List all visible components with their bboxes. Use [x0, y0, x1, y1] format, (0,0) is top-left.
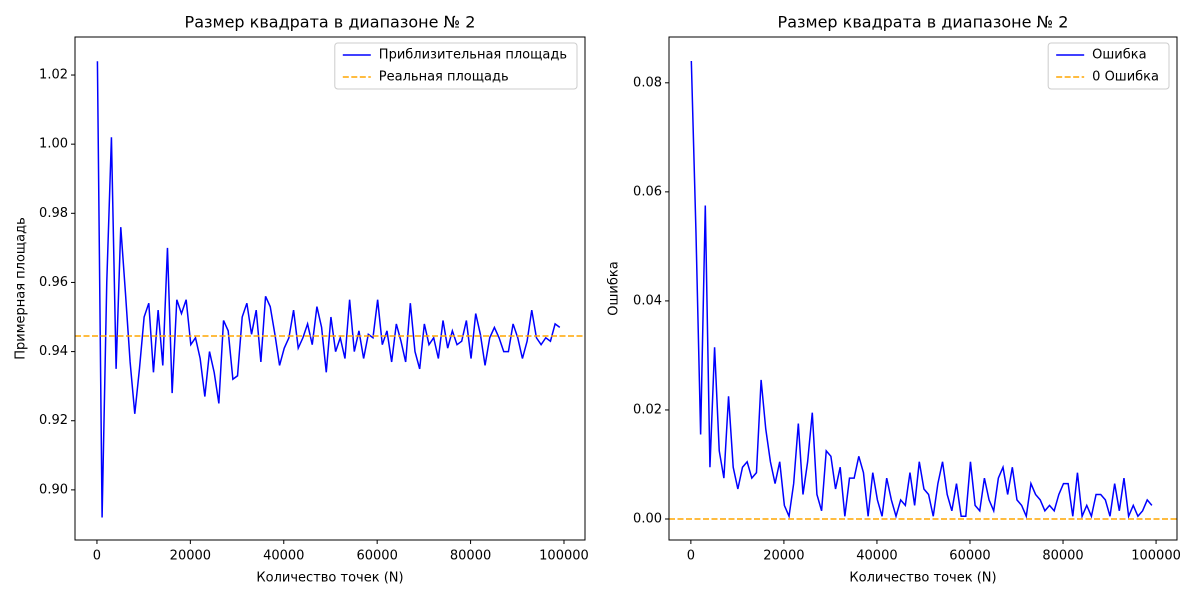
- y-tick-label: 0.90: [39, 482, 68, 497]
- y-tick-label: 0.08: [633, 75, 662, 90]
- y-axis-label: Примерная площадь: [14, 217, 29, 360]
- x-tick-label: 0: [687, 549, 695, 564]
- plot-area: [75, 61, 585, 518]
- x-axis-label: Количество точек (N): [256, 571, 403, 586]
- plot-area: [669, 60, 1177, 520]
- legend-box: [334, 42, 578, 90]
- x-tick-label: 100000: [539, 549, 589, 564]
- y-axis-label: Ошибка: [607, 261, 622, 315]
- x-tick-label: 60000: [949, 549, 990, 564]
- x-tick-label: 40000: [263, 549, 304, 564]
- legend: Приблизительная площадь Реальная площадь: [334, 42, 578, 90]
- x-tick-label: 100000: [1131, 549, 1181, 564]
- subplot: 0 20000 40000 60000 80000 100000 0.00 0.02 0.04 0…: [607, 13, 1181, 586]
- chart-title: Размер квадрата в диапазоне № 2: [185, 13, 476, 32]
- y-tick-label: 1.00: [39, 137, 68, 152]
- x-tick-label: 80000: [1042, 549, 1083, 564]
- axes-frame: [74, 36, 586, 541]
- x-tick-label: 20000: [763, 549, 804, 564]
- chart-title: Размер квадрата в диапазоне № 2: [778, 13, 1069, 32]
- legend-label: Ошибка: [1092, 48, 1146, 63]
- x-axis-label: Количество точек (N): [849, 571, 996, 586]
- data-line: [690, 60, 1153, 520]
- y-tick-label: 0.98: [39, 206, 68, 221]
- legend-label: Приблизительная площадь: [379, 48, 567, 63]
- x-tick-label: 80000: [450, 549, 491, 564]
- y-tick-label: 0.96: [39, 275, 68, 290]
- data-line: [96, 61, 561, 518]
- y-tick-label: 0.94: [39, 344, 68, 359]
- x-tick-label: 20000: [170, 549, 211, 564]
- subplot: 0 20000 40000 60000 80000 100000 0.90 0.92 0.94 0…: [14, 13, 589, 586]
- y-tick-label: 0.92: [39, 413, 68, 428]
- x-tick-label: 60000: [356, 549, 397, 564]
- x-tick-label: 40000: [856, 549, 897, 564]
- y-tick-label: 0.04: [633, 293, 662, 308]
- legend-label: Реальная площадь: [379, 70, 509, 85]
- x-tick-label: 0: [93, 549, 101, 564]
- y-tick-label: 1.02: [39, 68, 68, 83]
- legend: Ошибка 0 Ошибка: [1047, 42, 1170, 90]
- y-tick-label: 0.02: [633, 402, 662, 417]
- y-tick-label: 0.06: [633, 184, 662, 199]
- y-tick-label: 0.00: [633, 512, 662, 527]
- legend-label: 0 Ошибка: [1092, 70, 1159, 85]
- axes-frame: [668, 36, 1178, 541]
